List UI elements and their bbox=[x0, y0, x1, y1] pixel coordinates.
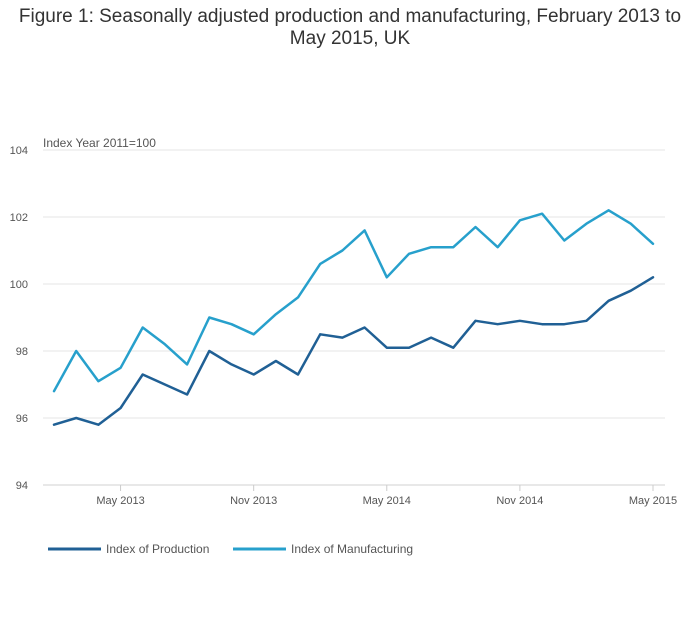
x-tick-label: May 2015 bbox=[629, 495, 677, 507]
y-tick-label: 102 bbox=[10, 212, 28, 224]
x-tick-label: Nov 2013 bbox=[230, 495, 277, 507]
chart-title: Figure 1: Seasonally adjusted production… bbox=[18, 6, 682, 49]
legend-label: Index of Production bbox=[106, 542, 209, 556]
x-tick-label: Nov 2014 bbox=[496, 495, 543, 507]
y-tick-label: 96 bbox=[16, 413, 28, 425]
grid-lines bbox=[43, 149, 665, 486]
x-axis-ticks: May 2013 Nov 2013 May 2014 Nov 2014 May 2015 bbox=[96, 485, 677, 507]
x-tick-label: May 2013 bbox=[96, 495, 144, 507]
legend: Index of Production Index of Manufacturin… bbox=[48, 542, 413, 556]
series-line-production bbox=[52, 276, 655, 426]
y-tick-label: 104 bbox=[10, 145, 28, 157]
y-axis-label: Index Year 2011=100 bbox=[43, 136, 156, 150]
series-line-manufacturing bbox=[52, 209, 655, 393]
y-tick-label: 98 bbox=[16, 346, 28, 358]
x-tick-label: May 2014 bbox=[363, 495, 411, 507]
y-tick-label: 94 bbox=[16, 480, 28, 492]
legend-label: Index of Manufacturing bbox=[291, 542, 413, 556]
series-lines bbox=[52, 209, 655, 426]
y-tick-label: 100 bbox=[10, 279, 28, 291]
y-axis-ticks: 94 96 98 100 102 104 bbox=[10, 145, 28, 492]
